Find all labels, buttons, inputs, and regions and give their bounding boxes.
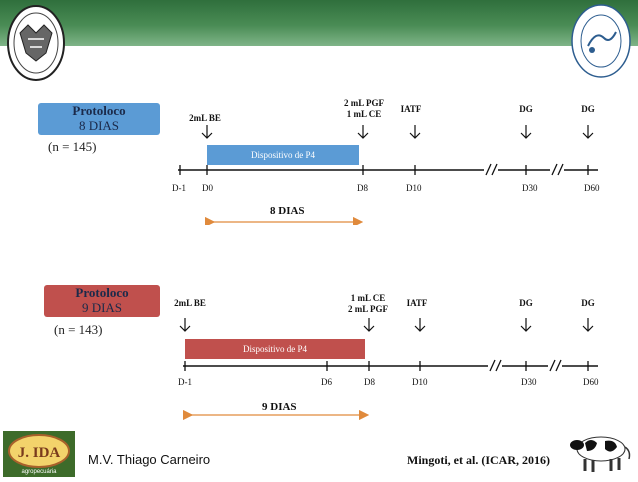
j-ida-logo-text: J. IDA [18, 445, 61, 461]
timeline-8-breaks [485, 163, 564, 176]
device-9-label: Dispositivo de P4 [242, 344, 307, 354]
label-9-iatf: IATF [406, 298, 428, 308]
tick-9-d60: D60 [583, 377, 599, 387]
label-8-pgf-line2: 1 mL CE [346, 109, 382, 119]
tick-8-d0: D0 [202, 183, 213, 193]
label-9-dg2: DG [581, 298, 595, 308]
protocol-8-n: (n = 145) [48, 139, 97, 154]
timeline-9 [179, 318, 598, 421]
event-arrows-8 [201, 125, 594, 139]
university-seal-logo [7, 5, 65, 81]
tick-9-dm1: D-1 [178, 377, 192, 387]
label-9-dg1: DG [519, 298, 533, 308]
protocol-8-box: Protoloco 8 DIAS [38, 103, 160, 135]
holstein-cow-image [570, 436, 631, 472]
tick-9-d10: D10 [412, 377, 428, 387]
timeline-8-ticks [179, 165, 589, 175]
tick-8-d10: D10 [406, 183, 422, 193]
protocol-8-days: 8 DIAS [78, 118, 120, 133]
timeline-8 [178, 125, 598, 225]
tick-9-d6: D6 [321, 377, 332, 387]
tick-8-d60: D60 [584, 183, 600, 193]
device-8-label: Dispositivo de P4 [250, 150, 315, 160]
protocol-9-days: 9 DIAS [81, 300, 123, 315]
duration-8-label: 8 DIAS [270, 205, 305, 217]
device-8-bar: Dispositivo de P4 [207, 145, 359, 165]
duration-9-label: 9 DIAS [262, 401, 297, 413]
reference-citation: Mingoti, et al. (ICAR, 2016) [407, 453, 550, 467]
label-9-ce-line2: 2 mL PGF [348, 304, 388, 314]
protocol-9-title: Protoloco [75, 285, 129, 300]
label-8-pgf-line1: 2 mL PGF [344, 98, 384, 108]
tick-8-d8: D8 [357, 183, 368, 193]
j-ida-logo-subtext: agropecuária [21, 469, 57, 475]
reproduction-seal-logo [571, 4, 631, 78]
label-8-be: 2mL BE [189, 113, 221, 123]
tick-8-dm1: D-1 [172, 183, 186, 193]
device-9-bar: Dispositivo de P4 [185, 339, 365, 359]
label-9-ce-line1: 1 mL CE [350, 293, 386, 303]
protocol-9-n: (n = 143) [54, 322, 103, 337]
label-8-pgf: 2 mL PGF 1 mL CE [336, 98, 392, 120]
timeline-9-ticks [184, 361, 589, 371]
tick-8-d30: D30 [522, 183, 538, 193]
label-8-dg2: DG [581, 104, 595, 114]
protocol-8-title: Protoloco [72, 103, 126, 118]
event-arrows-9 [179, 318, 594, 332]
label-9-ce: 1 mL CE 2 mL PGF [340, 293, 396, 315]
label-8-dg1: DG [519, 104, 533, 114]
timeline-9-breaks [489, 359, 562, 372]
author-name: M.V. Thiago Carneiro [88, 452, 211, 467]
tick-9-d8: D8 [364, 377, 375, 387]
tick-9-d30: D30 [521, 377, 537, 387]
header-banner [0, 0, 638, 46]
protocol-9-box: Protoloco 9 DIAS [44, 285, 160, 317]
j-ida-logo: J. IDA agropecuária [3, 431, 75, 477]
label-8-iatf: IATF [400, 104, 422, 114]
label-9-be: 2mL BE [174, 298, 206, 308]
j-ida-logo-graphic: J. IDA agropecuária [3, 431, 75, 477]
